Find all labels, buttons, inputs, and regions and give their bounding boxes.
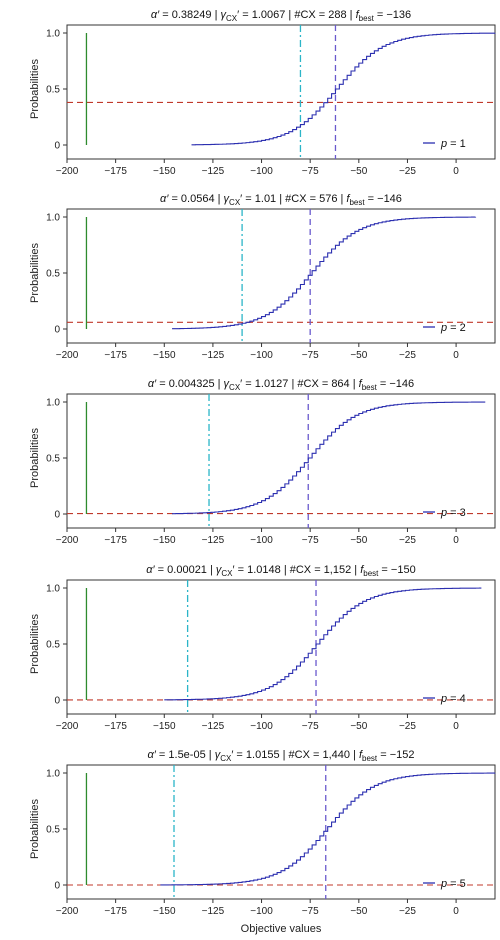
x-tick-label: −50 (350, 721, 367, 732)
cdf-step-line (164, 587, 482, 701)
x-tick-label: −75 (302, 166, 319, 177)
legend-label: p = 5 (440, 878, 466, 890)
y-tick-label: 0.5 (46, 825, 60, 836)
x-tick-label: −25 (399, 721, 416, 732)
x-tick-label: −175 (104, 906, 127, 917)
x-tick-label: −50 (350, 906, 367, 917)
cdf-step-line (160, 772, 496, 886)
x-tick-label: −200 (56, 350, 79, 361)
x-tick-label: −175 (104, 166, 127, 177)
x-tick-label: −100 (250, 350, 273, 361)
x-tick-label: −175 (104, 721, 127, 732)
x-tick-label: −200 (56, 906, 79, 917)
x-tick-label: −100 (250, 166, 273, 177)
chart-panel-1: α′ = 0.38249 | γCX′ = 1.0067 | #CX = 288… (29, 9, 496, 177)
chart-panel-3: α′ = 0.004325 | γCX′ = 1.0127 | #CX = 86… (29, 378, 496, 546)
x-tick-label: −50 (350, 166, 367, 177)
x-tick-label: −25 (399, 535, 416, 546)
x-tick-label: −100 (250, 535, 273, 546)
y-tick-label: 0.5 (46, 269, 60, 280)
x-tick-label: −50 (350, 535, 367, 546)
y-axis-title: Probabilities (29, 243, 41, 303)
y-tick-label: 0 (54, 510, 60, 521)
chart-panel-5: α′ = 1.5e-05 | γCX′ = 1.0155 | #CX = 1,4… (29, 749, 496, 935)
y-axis-title: Probabilities (29, 799, 41, 859)
y-tick-label: 0 (54, 881, 60, 892)
x-tick-label: −125 (202, 166, 225, 177)
x-tick-label: −100 (250, 906, 273, 917)
plot-frame (66, 24, 496, 160)
x-tick-label: −25 (399, 166, 416, 177)
y-tick-label: 1.0 (46, 213, 60, 224)
plot-frame (66, 393, 496, 529)
y-axis-title: Probabilities (29, 614, 41, 674)
x-tick-label: 0 (453, 721, 459, 732)
y-tick-label: 1.0 (46, 29, 60, 40)
x-tick-label: −200 (56, 166, 79, 177)
y-axis-title: Probabilities (29, 428, 41, 488)
x-tick-label: −175 (104, 350, 127, 361)
x-tick-label: −25 (399, 350, 416, 361)
x-tick-label: −125 (202, 350, 225, 361)
y-tick-label: 0 (54, 325, 60, 336)
x-tick-label: −125 (202, 906, 225, 917)
panel-title: α′ = 0.004325 | γCX′ = 1.0127 | #CX = 86… (148, 378, 414, 392)
x-tick-label: 0 (453, 166, 459, 177)
x-tick-label: −50 (350, 350, 367, 361)
legend-label: p = 2 (440, 322, 466, 334)
plot-frame (66, 579, 496, 715)
x-tick-label: −125 (202, 535, 225, 546)
y-tick-label: 0.5 (46, 454, 60, 465)
x-axis-title: Objective values (241, 923, 322, 935)
x-tick-label: −100 (250, 721, 273, 732)
x-tick-label: −150 (153, 350, 176, 361)
x-tick-label: −150 (153, 535, 176, 546)
x-tick-label: −125 (202, 721, 225, 732)
x-tick-label: 0 (453, 350, 459, 361)
x-tick-label: −150 (153, 906, 176, 917)
panel-title: α′ = 1.5e-05 | γCX′ = 1.0155 | #CX = 1,4… (148, 749, 415, 763)
cdf-step-line (172, 216, 477, 330)
x-tick-label: −75 (302, 350, 319, 361)
x-tick-label: 0 (453, 906, 459, 917)
legend-label: p = 1 (440, 138, 466, 150)
x-tick-label: −75 (302, 535, 319, 546)
y-tick-label: 1.0 (46, 398, 60, 409)
y-tick-label: 0.5 (46, 85, 60, 96)
cdf-step-line (172, 401, 486, 515)
y-tick-label: 1.0 (46, 769, 60, 780)
panel-title: α′ = 0.0564 | γCX′ = 1.01 | #CX = 576 | … (160, 193, 402, 207)
x-tick-label: −150 (153, 721, 176, 732)
x-tick-label: 0 (453, 535, 459, 546)
x-tick-label: −200 (56, 535, 79, 546)
legend-label: p = 4 (440, 693, 466, 705)
chart-panel-2: α′ = 0.0564 | γCX′ = 1.01 | #CX = 576 | … (29, 193, 496, 361)
x-tick-label: −150 (153, 166, 176, 177)
y-tick-label: 0 (54, 696, 60, 707)
panel-title: α′ = 0.00021 | γCX′ = 1.0148 | #CX = 1,1… (146, 564, 415, 578)
x-tick-label: −25 (399, 906, 416, 917)
y-tick-label: 0.5 (46, 640, 60, 651)
plot-frame (66, 764, 496, 900)
y-tick-label: 0 (54, 141, 60, 152)
y-axis-title: Probabilities (29, 59, 41, 119)
panel-title: α′ = 0.38249 | γCX′ = 1.0067 | #CX = 288… (151, 9, 411, 23)
x-tick-label: −200 (56, 721, 79, 732)
chart-panel-4: α′ = 0.00021 | γCX′ = 1.0148 | #CX = 1,1… (29, 564, 496, 732)
x-tick-label: −75 (302, 906, 319, 917)
y-tick-label: 1.0 (46, 584, 60, 595)
cdf-step-line (191, 32, 496, 146)
legend-label: p = 3 (440, 507, 466, 519)
x-tick-label: −175 (104, 535, 127, 546)
plot-frame (66, 208, 496, 344)
x-tick-label: −75 (302, 721, 319, 732)
